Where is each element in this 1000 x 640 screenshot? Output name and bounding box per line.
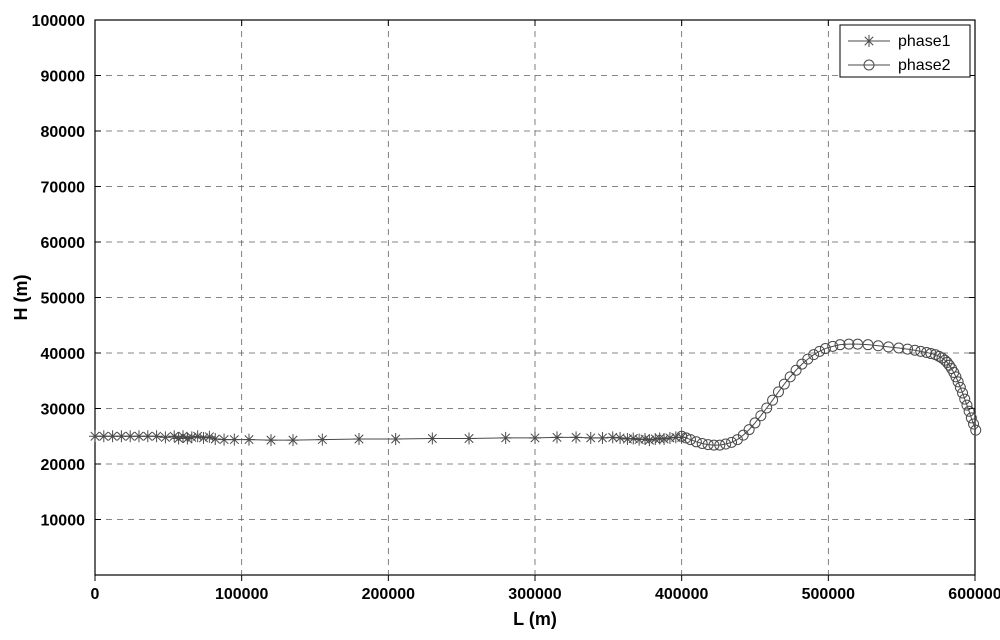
svg-text:0: 0 [91,586,100,603]
svg-text:70000: 70000 [41,180,86,197]
svg-text:100000: 100000 [215,586,268,603]
svg-text:60000: 60000 [41,235,86,252]
trajectory-chart: 0 100000 200000 300000 400000 500000 600000 100… [0,0,1000,640]
svg-text:200000: 200000 [362,586,415,603]
svg-text:90000: 90000 [41,69,86,86]
svg-text:H (m): H (m) [11,275,31,321]
svg-text:30000: 30000 [41,402,86,419]
svg-text:80000: 80000 [41,124,86,141]
svg-text:500000: 500000 [802,586,855,603]
svg-text:10000: 10000 [41,513,86,530]
svg-text:40000: 40000 [41,346,86,363]
svg-text:20000: 20000 [41,457,86,474]
svg-text:50000: 50000 [41,291,86,308]
svg-text:phase2: phase2 [898,57,951,74]
chart-container: 0 100000 200000 300000 400000 500000 600000 100… [0,0,1000,640]
svg-text:400000: 400000 [655,586,708,603]
svg-text:300000: 300000 [508,586,561,603]
svg-text:600000: 600000 [948,586,1000,603]
svg-text:100000: 100000 [32,13,85,30]
svg-text:L (m): L (m) [513,609,557,629]
svg-text:phase1: phase1 [898,33,951,50]
